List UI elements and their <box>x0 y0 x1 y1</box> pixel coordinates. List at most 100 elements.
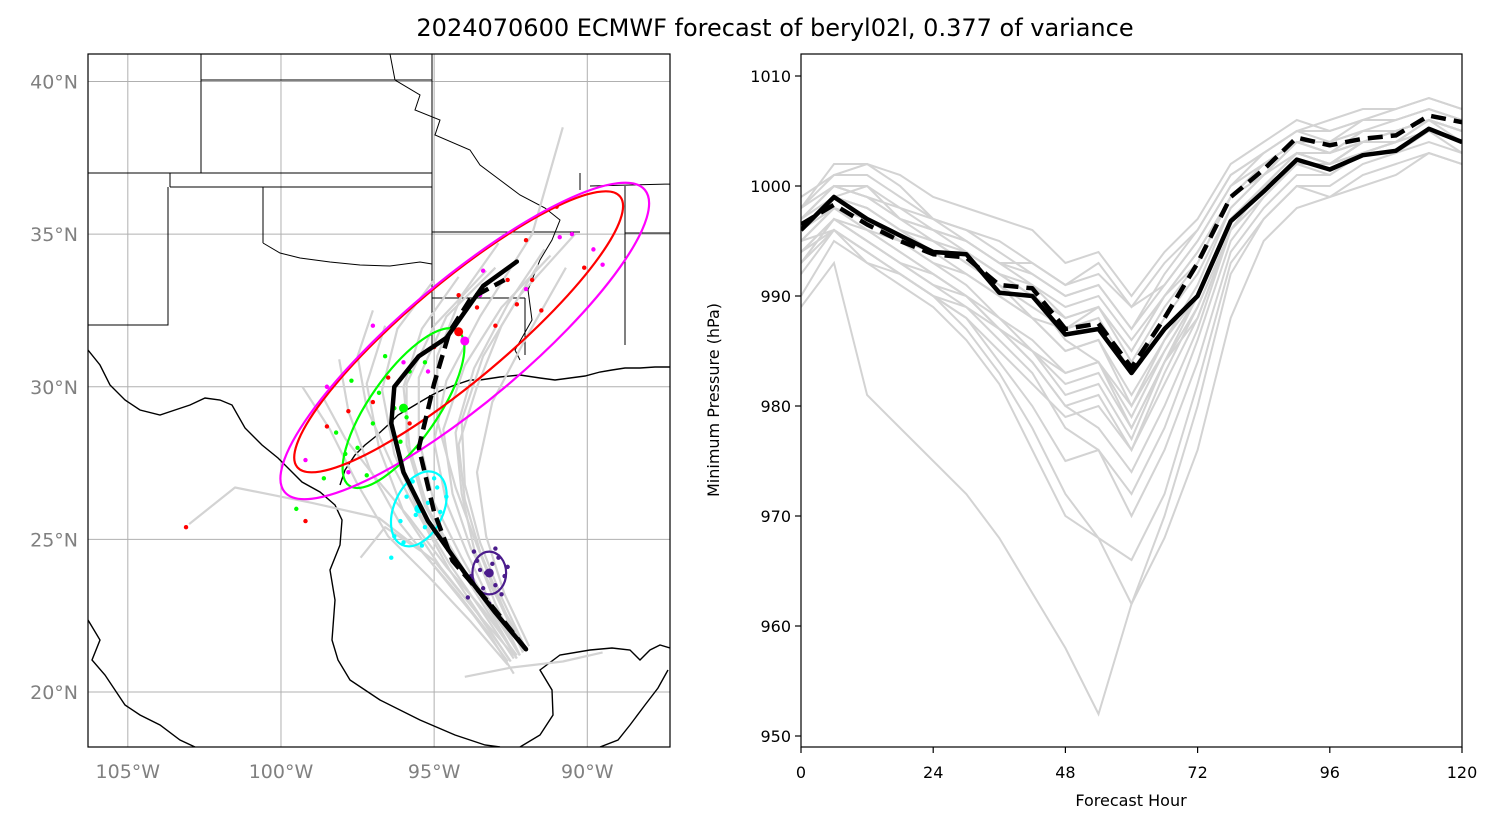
pressure-ensemble-lines <box>801 96 1462 717</box>
state-boundaries <box>88 54 670 360</box>
coastline-gulf <box>88 349 501 747</box>
ensemble-member-line <box>801 129 1462 453</box>
forecast-point-24h <box>493 546 498 551</box>
forecast-point-24h <box>493 582 498 588</box>
ensemble-member-line <box>801 129 1462 442</box>
map-geography <box>88 54 670 747</box>
x-tick-label: 48 <box>1055 763 1075 782</box>
coastline-yucatan <box>519 644 670 747</box>
y-tick-label: 980 <box>760 397 791 416</box>
map-uncertainty-ellipses <box>279 181 651 596</box>
y-axis-label: Minimum Pressure (hPa) <box>704 303 723 497</box>
forecast-point-72h <box>370 421 376 426</box>
ellipse-center-120h <box>460 336 470 346</box>
pressure-ticks: 0 24 48 72 96 120 950 960 970 980 990 1000 1010 <box>750 67 1477 782</box>
uncertainty-ellipse-48h <box>389 470 448 548</box>
pressure-frame <box>800 53 1463 748</box>
coastline-west <box>88 619 196 747</box>
forecast-point-48h <box>438 509 443 515</box>
forecast-point-24h <box>465 595 471 600</box>
ensemble-track <box>457 264 540 653</box>
y-tick-label: 1000 <box>750 177 791 196</box>
figure-title: 2024070600 ECMWF forecast of beryl02l, 0… <box>416 14 1133 42</box>
forecast-point-120h <box>303 457 308 463</box>
ellipse-center-96h <box>454 327 464 337</box>
forecast-point-120h <box>600 262 605 267</box>
y-tick-label: 970 <box>760 507 791 526</box>
x-tick-label: 0 <box>796 763 806 782</box>
forecast-point-96h <box>456 292 461 298</box>
forecast-point-96h <box>493 323 498 328</box>
forecast-point-96h <box>523 238 529 243</box>
forecast-point-96h <box>514 302 520 307</box>
forecast-point-72h <box>364 473 369 478</box>
ensemble-member-line <box>801 129 1462 474</box>
y-tick-label: 960 <box>760 617 791 636</box>
ensemble-member-line <box>801 118 1462 375</box>
uncertainty-ellipse-120h <box>279 181 651 501</box>
forecast-point-72h <box>422 360 428 365</box>
map-lon-tick-label: 95°W <box>408 761 461 783</box>
ensemble-member-line <box>801 118 1462 397</box>
forecast-point-120h <box>425 369 431 374</box>
map-lat-tick-label: 30°N <box>30 377 78 399</box>
forecast-point-120h <box>480 268 486 273</box>
ensemble-track <box>464 651 603 678</box>
ensemble-track <box>301 386 509 666</box>
map-gridlines <box>88 54 670 747</box>
map-lat-tick-label: 25°N <box>30 529 78 551</box>
forecast-point-24h <box>490 561 495 567</box>
forecast-point-96h <box>539 308 544 313</box>
forecast-point-120h <box>523 286 529 292</box>
forecast-point-120h <box>346 470 351 475</box>
mississippi-river <box>389 54 561 361</box>
y-tick-label: 990 <box>760 287 791 306</box>
map-lat-tick-label: 40°N <box>30 71 78 93</box>
y-tick-label: 950 <box>760 727 791 746</box>
mean-track-dashed <box>416 277 528 651</box>
forecast-point-48h <box>422 524 428 530</box>
forecast-point-24h <box>499 592 504 597</box>
forecast-point-120h <box>401 360 406 365</box>
forecast-point-120h <box>569 231 575 237</box>
ensemble-member-line <box>801 151 1462 562</box>
forecast-point-48h <box>419 543 425 548</box>
ensemble-track <box>460 233 576 650</box>
forecast-point-96h <box>529 277 535 283</box>
forecast-point-48h <box>404 494 409 499</box>
map-ensemble-tracks <box>188 126 603 678</box>
forecast-point-120h <box>324 384 330 389</box>
x-tick-label: 96 <box>1320 763 1340 782</box>
forecast-point-24h <box>480 586 486 591</box>
x-axis-label: Forecast Hour <box>1075 791 1187 810</box>
map-mean-tracks <box>389 259 529 652</box>
ensemble-track <box>322 398 518 657</box>
forecast-point-72h <box>382 354 388 359</box>
ensemble-member-line <box>801 96 1462 309</box>
ensemble-member-line <box>801 118 1462 353</box>
ensemble-track <box>365 325 512 663</box>
forecast-point-96h <box>407 421 412 426</box>
map-lon-tick-label: 100°W <box>249 761 314 783</box>
forecast-point-48h <box>389 555 394 560</box>
forecast-point-96h <box>346 408 351 414</box>
forecast-point-24h <box>471 549 477 554</box>
forecast-point-72h <box>333 430 339 435</box>
forecast-point-96h <box>582 265 587 270</box>
map-tick-labels: 105°W 100°W 95°W 90°W 40°N 35°N 30°N 25°N 20°N <box>30 71 614 783</box>
ellipse-center-24h <box>484 568 494 578</box>
ensemble-track <box>356 310 512 663</box>
forecast-point-72h <box>294 506 299 512</box>
forecast-point-96h <box>324 424 330 429</box>
ensemble-member-line <box>801 129 1462 519</box>
forecast-point-72h <box>355 445 360 451</box>
x-tick-label: 24 <box>923 763 943 782</box>
forecast-point-72h <box>398 439 403 444</box>
forecast-point-96h <box>183 524 189 530</box>
map-frame <box>87 53 671 748</box>
x-tick-label: 72 <box>1187 763 1207 782</box>
forecast-point-48h <box>401 540 406 545</box>
pressure-series-lines <box>801 113 1462 376</box>
forecast-point-48h <box>435 485 440 490</box>
